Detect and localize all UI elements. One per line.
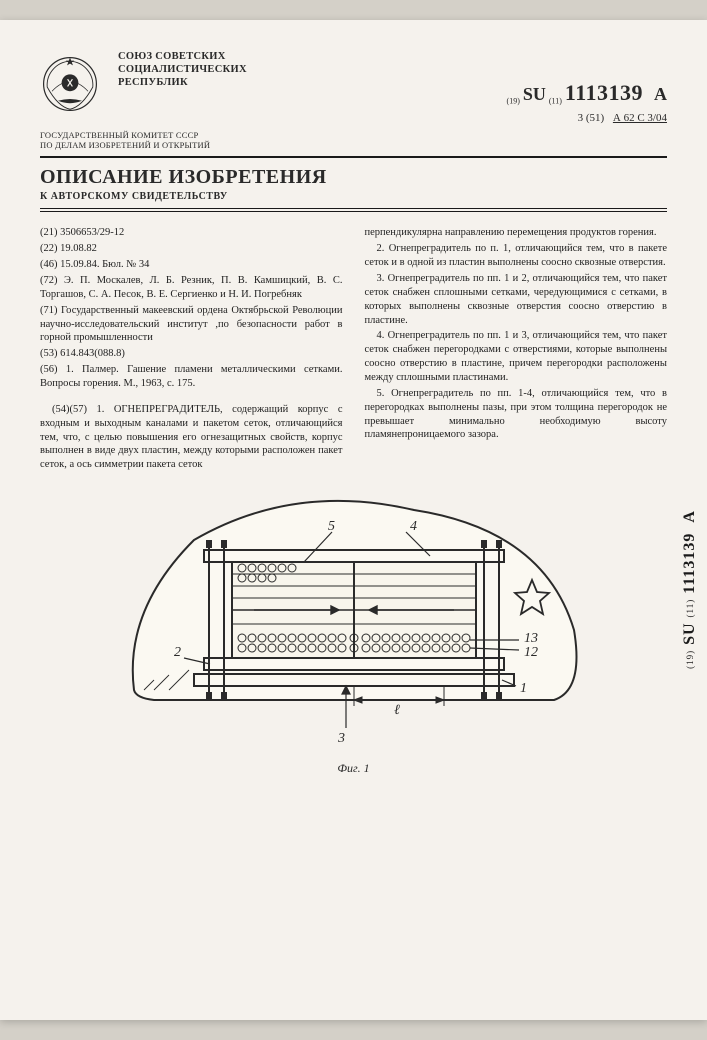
biblio-field: (21) 3506653/29-12 — [40, 226, 343, 240]
claim-cont: перпендикулярна направлению перемещения … — [365, 226, 668, 240]
side-country: SU — [681, 622, 698, 644]
committee-name: ГОСУДАРСТВЕННЫЙ КОМИТЕТ СССР ПО ДЕЛАМ ИЗ… — [40, 130, 250, 150]
side-suffix: A — [681, 510, 698, 523]
class-code: А 62 С 3/04 — [613, 112, 667, 124]
patent-kind: A — [654, 84, 667, 104]
rule-thin — [40, 208, 667, 209]
fig-label: 4 — [410, 519, 417, 534]
dim-label: ℓ — [394, 703, 400, 718]
country-code: SU — [523, 84, 546, 104]
biblio-field: (56) 1. Палмер. Гашение пламени металлич… — [40, 363, 343, 391]
union-line: РЕСПУБЛИК — [118, 76, 247, 89]
biblio-field: (22) 19.08.82 — [40, 242, 343, 256]
biblio-field: (71) Государственный макеевский ордена О… — [40, 304, 343, 346]
spacer — [40, 393, 343, 401]
ussr-emblem-icon — [40, 54, 100, 114]
committee-line: ГОСУДАРСТВЕННЫЙ КОМИТЕТ СССР — [40, 130, 250, 140]
fig-label: 3 — [337, 731, 345, 746]
class-prefix: 3 (51) — [578, 112, 605, 124]
committee-line: ПО ДЕЛАМ ИЗОБРЕТЕНИЙ И ОТКРЫТИЙ — [40, 140, 250, 150]
side-number: (19) SU (11) 1113139 A — [681, 510, 699, 669]
title-main: ОПИСАНИЕ ИЗОБРЕТЕНИЯ — [40, 166, 667, 189]
title-sub: К АВТОРСКОМУ СВИДЕТЕЛЬСТВУ — [40, 191, 667, 202]
claim: 2. Огнепреградитель по п. 1, отличающийс… — [365, 242, 668, 270]
biblio-field: (72) Э. П. Москалев, Л. Б. Резник, П. В.… — [40, 274, 343, 302]
fig-label: 5 — [328, 519, 335, 534]
code-11: (11) — [549, 96, 562, 105]
claim: 3. Огнепреградитель по пп. 1 и 2, отлича… — [365, 272, 668, 327]
fig-label: 12 — [524, 645, 538, 660]
union-line: СОЦИАЛИСТИЧЕСКИХ — [118, 63, 247, 76]
body-columns: (21) 3506653/29-12 (22) 19.08.82 (46) 15… — [40, 226, 667, 472]
figure-caption: Фиг. 1 — [40, 761, 667, 776]
claim: 5. Огнепреградитель по пп. 1-4, отличающ… — [365, 387, 668, 442]
claim: (54)(57) 1. ОГНЕПРЕГРАДИТЕЛЬ, содержащий… — [40, 403, 343, 472]
code-19: (19) — [507, 96, 520, 105]
figure: 5 4 13 12 2 1 3 ℓ Фиг. 1 — [40, 490, 667, 776]
figure-drawing: 5 4 13 12 2 1 3 ℓ — [114, 490, 594, 750]
fig-label: 1 — [520, 681, 527, 696]
biblio-field: (46) 15.09.84. Бюл. № 34 — [40, 258, 343, 272]
page: СОЮЗ СОВЕТСКИХ СОЦИАЛИСТИЧЕСКИХ РЕСПУБЛИ… — [0, 20, 707, 1020]
union-name: СОЮЗ СОВЕТСКИХ СОЦИАЛИСТИЧЕСКИХ РЕСПУБЛИ… — [118, 50, 247, 89]
side-code11: (11) — [685, 599, 695, 618]
fig-label: 2 — [174, 645, 181, 660]
side-code19: (19) — [685, 650, 695, 669]
rule-thick — [40, 156, 667, 158]
union-line: СОЮЗ СОВЕТСКИХ — [118, 50, 247, 63]
biblio-field: (53) 614.843(088.8) — [40, 347, 343, 361]
claim: 4. Огнепреградитель по пп. 1 и 3, отлича… — [365, 329, 668, 384]
patent-number: 1113139 — [565, 80, 643, 105]
fig-label: 13 — [524, 631, 538, 646]
classification: 3 (51) А 62 С 3/04 — [40, 112, 667, 124]
side-num: 1113139 — [681, 533, 698, 594]
rule-thin — [40, 211, 667, 212]
